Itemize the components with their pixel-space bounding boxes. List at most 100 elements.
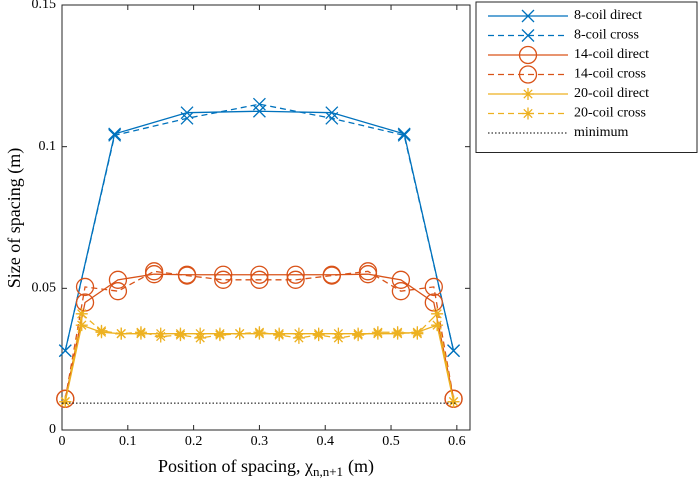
series-line <box>64 273 455 399</box>
marker <box>286 270 305 289</box>
y-tick-label: 0 <box>49 422 56 437</box>
legend-label: 20-coil cross <box>574 106 646 121</box>
marker <box>292 331 305 344</box>
legend-label: 8-coil direct <box>574 8 642 23</box>
marker-shape <box>180 111 194 125</box>
x-tick-label: 0.6 <box>448 434 466 449</box>
marker-shape <box>154 330 167 343</box>
marker-shape <box>325 111 339 125</box>
marker <box>397 127 411 141</box>
marker <box>75 319 88 332</box>
marker <box>214 270 233 289</box>
marker <box>108 282 128 301</box>
marker-shape <box>108 270 128 289</box>
y-tick-label: 0.05 <box>32 281 57 296</box>
marker-shape <box>134 326 147 339</box>
marker <box>75 307 88 320</box>
marker-shape <box>352 329 365 342</box>
marker <box>194 331 207 344</box>
marker-shape <box>273 329 286 342</box>
marker-shape <box>174 329 187 342</box>
marker-shape <box>75 277 95 297</box>
marker-shape <box>75 319 88 332</box>
marker <box>144 262 164 281</box>
marker <box>391 282 411 301</box>
marker <box>154 330 167 343</box>
marker-shape <box>144 262 164 281</box>
legend-label: 8-coil cross <box>574 28 639 43</box>
marker <box>108 128 122 142</box>
marker-shape <box>522 107 534 120</box>
marker <box>431 319 444 332</box>
marker <box>358 262 378 281</box>
marker-shape <box>391 270 411 289</box>
marker <box>174 329 187 342</box>
marker <box>177 266 197 285</box>
x-tick-label: 0.4 <box>316 434 334 449</box>
y-tick-label: 0.15 <box>32 0 57 12</box>
x-tick-label: 0.5 <box>382 434 400 449</box>
marker-shape <box>431 307 444 320</box>
marker <box>180 111 194 125</box>
marker-shape <box>391 326 404 339</box>
marker-shape <box>397 127 411 141</box>
marker <box>59 395 72 408</box>
marker <box>411 327 424 340</box>
marker-shape <box>431 319 444 332</box>
marker <box>95 324 108 337</box>
marker-shape <box>250 265 269 284</box>
marker-shape <box>521 29 535 42</box>
marker <box>325 106 339 120</box>
marker <box>424 277 443 297</box>
x-tick-label: 0 <box>59 434 66 449</box>
legend-label: minimum <box>574 125 629 140</box>
marker-shape <box>447 395 460 408</box>
x-axis-label: Position of spacing, χn,n+1 (m) <box>158 456 374 479</box>
marker <box>75 277 95 297</box>
plot-area <box>61 4 471 431</box>
marker <box>322 266 341 285</box>
marker-shape <box>411 327 424 340</box>
marker <box>521 9 535 23</box>
marker-shape <box>358 262 378 281</box>
marker <box>518 45 538 65</box>
marker <box>521 29 535 42</box>
marker <box>352 329 365 342</box>
marker <box>214 265 233 284</box>
marker-shape <box>115 327 128 340</box>
marker-shape <box>286 270 305 289</box>
marker-shape <box>75 307 88 320</box>
marker-shape <box>58 344 72 358</box>
marker <box>522 107 534 120</box>
marker <box>213 329 226 342</box>
marker <box>286 265 305 284</box>
marker-shape <box>253 326 266 339</box>
marker <box>233 327 246 340</box>
y-axis-label: Size of spacing (m) <box>4 148 25 288</box>
marker <box>431 307 444 320</box>
legend-label: 14-coil cross <box>574 67 646 82</box>
marker-shape <box>424 277 443 297</box>
marker-shape <box>518 45 538 65</box>
series-line <box>64 270 455 399</box>
x-label-main: Position of spacing, χ <box>158 456 313 476</box>
marker <box>250 270 269 289</box>
marker <box>447 395 460 408</box>
marker-shape <box>447 344 461 358</box>
marker-shape <box>322 266 341 285</box>
marker-shape <box>95 324 108 337</box>
marker <box>108 270 128 289</box>
marker-shape <box>108 282 128 301</box>
marker <box>134 326 147 339</box>
marker <box>180 106 194 120</box>
marker <box>518 65 538 84</box>
marker-shape <box>312 329 325 342</box>
marker-shape <box>397 128 411 142</box>
x-tick-label: 0.2 <box>185 434 203 449</box>
marker <box>252 97 266 111</box>
marker-shape <box>214 265 233 284</box>
marker <box>108 127 122 141</box>
marker-shape <box>292 331 305 344</box>
marker-shape <box>521 9 535 23</box>
